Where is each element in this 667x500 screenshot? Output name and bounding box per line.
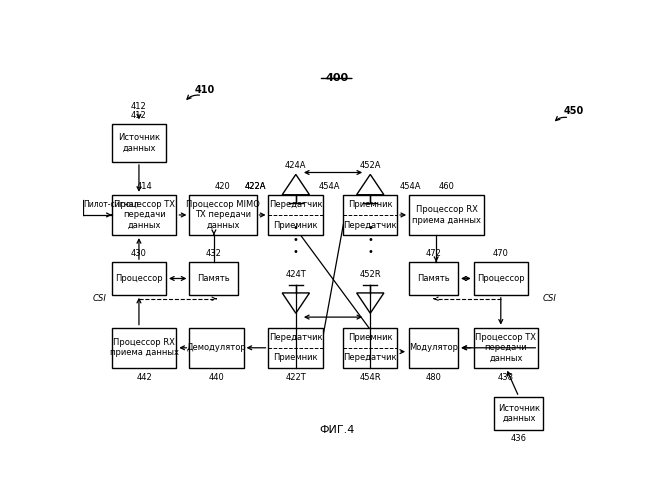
Bar [112, 194, 176, 235]
Text: 454A: 454A [319, 182, 340, 191]
Text: 412: 412 [131, 110, 147, 120]
Text: 452R: 452R [360, 270, 381, 279]
Bar [189, 328, 243, 368]
Bar [343, 328, 397, 368]
Bar [474, 328, 538, 368]
Bar [268, 328, 323, 368]
Text: 422T: 422T [285, 372, 306, 382]
Text: Приемник: Приемник [273, 220, 318, 230]
Bar [268, 194, 323, 235]
Text: Приемник: Приемник [348, 333, 392, 342]
Text: Процессор: Процессор [115, 274, 163, 283]
Text: 422A: 422A [244, 182, 266, 191]
Text: Передатчик: Передатчик [269, 200, 322, 209]
Text: 424A: 424A [285, 161, 307, 170]
Text: CSI: CSI [93, 294, 107, 303]
Text: 454R: 454R [360, 372, 381, 382]
Bar [494, 397, 544, 430]
Text: Процессор TX
передачи
данных: Процессор TX передачи данных [113, 200, 175, 230]
Text: Передатчик: Передатчик [344, 354, 397, 362]
Text: Демодулятор: Демодулятор [187, 344, 246, 352]
Text: 436: 436 [511, 434, 527, 443]
Bar [409, 194, 484, 235]
Text: CSI: CSI [542, 294, 556, 303]
Bar [343, 194, 397, 235]
Text: Память: Память [197, 274, 230, 283]
Text: 412: 412 [131, 102, 147, 111]
Text: Модулятор: Модулятор [409, 344, 458, 352]
Text: Память: Память [418, 274, 450, 283]
Text: Процессор RX
приема данных: Процессор RX приема данных [109, 338, 179, 357]
Text: 400: 400 [325, 74, 348, 84]
Text: 420: 420 [215, 182, 231, 191]
Text: 452A: 452A [360, 161, 381, 170]
Text: Передатчик: Передатчик [344, 220, 397, 230]
Text: 454A: 454A [400, 182, 422, 191]
Text: 432: 432 [206, 250, 222, 258]
Text: Передатчик: Передатчик [269, 333, 322, 342]
Text: Процессор TX
передачи
данных: Процессор TX передачи данных [476, 333, 536, 362]
Bar [409, 328, 458, 368]
Text: 410: 410 [195, 84, 215, 94]
Text: Процессор MIMO
TX передачи
данных: Процессор MIMO TX передачи данных [186, 200, 260, 230]
Bar [112, 328, 176, 368]
Text: 470: 470 [493, 250, 509, 258]
Bar [189, 194, 257, 235]
Text: Процессор: Процессор [477, 274, 525, 283]
Text: Источник
данных: Источник данных [498, 404, 540, 423]
Text: 422A: 422A [244, 182, 266, 191]
Text: 424T: 424T [285, 270, 306, 279]
Text: 460: 460 [439, 182, 454, 191]
Text: •
•
•: • • • [293, 224, 299, 256]
Bar [112, 262, 166, 295]
Text: 450: 450 [564, 106, 584, 116]
Text: 442: 442 [136, 372, 152, 382]
Text: 472: 472 [426, 250, 442, 258]
Bar [409, 262, 458, 295]
Text: Источник
данных: Источник данных [118, 133, 160, 152]
Bar [112, 124, 166, 162]
Text: Пилот-сигнал: Пилот-сигнал [83, 200, 139, 209]
Text: Приемник: Приемник [348, 200, 392, 209]
Text: 438: 438 [498, 372, 514, 382]
Bar [474, 262, 528, 295]
Text: •
•
•: • • • [368, 224, 374, 256]
Text: ФИГ.4: ФИГ.4 [319, 426, 354, 436]
Text: 430: 430 [131, 250, 147, 258]
Text: 480: 480 [426, 372, 442, 382]
Text: 414: 414 [136, 182, 152, 191]
Text: 440: 440 [209, 372, 224, 382]
Text: Процессор RX
приема данных: Процессор RX приема данных [412, 206, 481, 225]
Bar [189, 262, 239, 295]
Text: Приемник: Приемник [273, 354, 318, 362]
